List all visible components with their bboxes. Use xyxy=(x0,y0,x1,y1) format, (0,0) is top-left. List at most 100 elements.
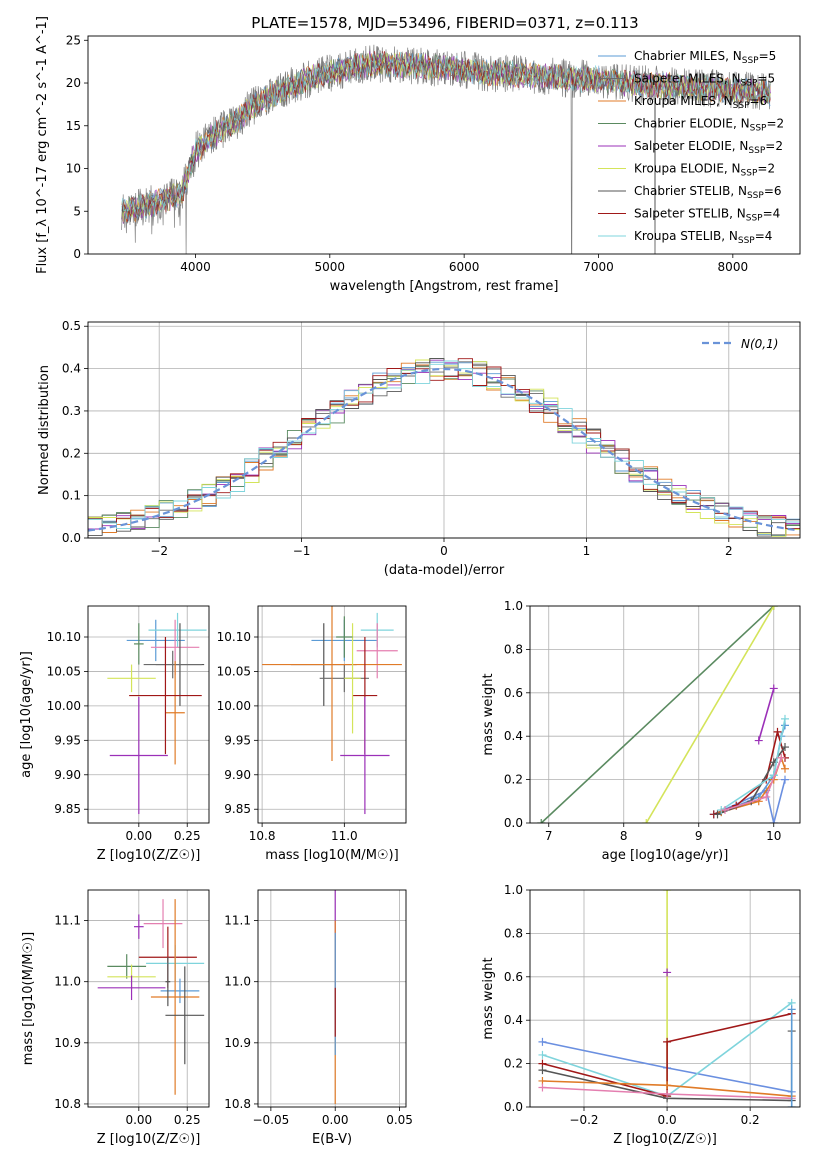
plot-area xyxy=(121,44,771,254)
x-tick-label: 0.0 xyxy=(658,1113,677,1127)
y-tick-label: 15 xyxy=(66,119,81,133)
mass-vs-ebv-panel: −0.05 0.00 0.05 10.8 10.9 11.0 11.1 E(B-V) xyxy=(224,889,413,1147)
y-tick-label: 10.8 xyxy=(54,1097,81,1111)
legend-text: Salpeter MILES, N xyxy=(634,72,741,86)
plot-area xyxy=(88,357,800,537)
axes-frame xyxy=(87,889,210,1108)
legend-label: Kroupa MILES, NSSP=6 xyxy=(634,94,767,111)
weight-point-marker xyxy=(762,792,771,801)
weight-point-marker xyxy=(773,727,782,736)
plot-area xyxy=(537,606,789,823)
weight-point-marker xyxy=(777,753,786,762)
y-tick-label: 0.4 xyxy=(504,729,523,743)
legend-suffix: =4 xyxy=(763,207,781,221)
legend-subscript: SSP xyxy=(746,214,763,224)
axes-frame xyxy=(87,605,210,824)
y-tick-label: 0.6 xyxy=(504,970,523,984)
y-tick-label: 10.00 xyxy=(47,699,81,713)
legend-text: Chabrier MILES, N xyxy=(634,49,742,63)
legend-suffix: =5 xyxy=(757,72,775,86)
legend-subscript: SSP xyxy=(750,124,767,134)
y-tick-label: 10.9 xyxy=(54,1036,81,1050)
y-tick-label: 5 xyxy=(73,204,81,218)
x-tick-label: 1 xyxy=(583,544,591,558)
weight-point-marker xyxy=(769,819,778,823)
legend-suffix: =4 xyxy=(755,229,773,243)
y-tick-label: 10.10 xyxy=(217,630,251,644)
y-tick-label: 0.4 xyxy=(504,1013,523,1027)
legend-text: Chabrier ELODIE, N xyxy=(634,117,750,131)
weight-point-marker xyxy=(781,714,789,723)
legend-label: Kroupa STELIB, NSSP=4 xyxy=(634,229,772,246)
weight-point-marker xyxy=(781,764,789,773)
legend-subscript: SSP xyxy=(741,169,758,179)
x-tick-label: 10 xyxy=(766,829,781,843)
y-tick-label: 11.0 xyxy=(54,975,81,989)
age-vs-mass-panel: 10.8 11.0 9.85 9.90 9.95 10.00 10.05 10.10 mass … xyxy=(217,605,407,863)
spectrum-panel: 4000 5000 6000 7000 8000 0 5 10 15 20 25 wavelength… xyxy=(35,16,801,294)
y-tick-label: 0.0 xyxy=(504,816,523,830)
legend-subscript: SSP xyxy=(748,146,765,156)
weight-point-marker xyxy=(663,1081,672,1090)
y-tick-label: 1.0 xyxy=(504,883,523,897)
x-axis-label: mass [log10(M/M☉)] xyxy=(265,848,398,863)
x-tick-label: 4000 xyxy=(180,260,211,274)
weight-point-marker xyxy=(713,810,722,819)
y-tick-label: 0.3 xyxy=(62,404,81,418)
y-tick-label: 10.8 xyxy=(224,1097,251,1111)
legend-suffix: =2 xyxy=(757,162,775,176)
legend-suffix: =5 xyxy=(759,49,777,63)
x-tick-label: 11.0 xyxy=(331,829,358,843)
legend-text: Kroupa STELIB, N xyxy=(634,229,738,243)
legend-label: Chabrier MILES, NSSP=5 xyxy=(634,49,776,66)
y-tick-label: 0.6 xyxy=(504,686,523,700)
y-tick-label: 10.00 xyxy=(217,699,251,713)
x-tick-label: 8 xyxy=(620,829,628,843)
y-tick-label: 0.8 xyxy=(504,926,523,940)
y-tick-label: 0.2 xyxy=(62,446,81,460)
y-tick-label: 20 xyxy=(66,76,81,90)
legend-label: Salpeter MILES, NSSP=5 xyxy=(634,72,775,89)
weight-point-marker xyxy=(663,890,672,894)
y-tick-label: 11.1 xyxy=(54,914,81,928)
weight-point-marker xyxy=(663,1037,672,1046)
y-tick-label: 11.0 xyxy=(224,975,251,989)
y-tick-label: 0.2 xyxy=(504,773,523,787)
legend-text: Salpeter STELIB, N xyxy=(634,207,746,221)
x-tick-label: 8000 xyxy=(718,260,749,274)
age-vs-metallicity-panel: 0.00 0.25 9.85 9.90 9.95 10.00 10.05 10.10 Z [lo… xyxy=(19,605,210,863)
y-tick-label: 9.95 xyxy=(54,733,81,747)
y-axis-label: mass weight xyxy=(481,673,496,755)
legend-subscript: SSP xyxy=(741,79,758,89)
x-tick-label: 10.8 xyxy=(249,829,276,843)
plot-area xyxy=(107,612,207,815)
weight-point-marker xyxy=(538,1037,547,1046)
x-axis-label: E(B-V) xyxy=(312,1132,352,1147)
y-axis-label: Flux [f_λ 10^-17 erg cm^-2 s^-1 A^-1] xyxy=(35,16,50,274)
x-tick-label: −0.05 xyxy=(252,1113,289,1127)
x-tick-label: 0.00 xyxy=(125,829,152,843)
weight-point-marker xyxy=(663,968,672,977)
weight-point-marker xyxy=(537,819,546,823)
y-axis-label: mass [log10(M/M☉)] xyxy=(21,932,36,1065)
weight-series-line xyxy=(645,606,775,823)
legend-suffix: =2 xyxy=(766,117,784,131)
weight-series-line xyxy=(758,688,775,741)
x-tick-label: 7 xyxy=(545,829,553,843)
weight-point-marker xyxy=(721,805,729,814)
gaussian-curve xyxy=(88,367,798,532)
y-axis-label: age [log10(age/yr)] xyxy=(19,651,34,778)
weight-point-marker xyxy=(538,1066,547,1075)
y-tick-label: 10 xyxy=(66,162,81,176)
weight-point-marker xyxy=(787,1005,796,1014)
weight-vs-metallicity-panel: −0.2 0.0 0.2 0.0 0.2 0.4 0.6 0.8 1.0 Z [log10(Z/Z… xyxy=(481,883,801,1147)
x-tick-label: 7000 xyxy=(583,260,614,274)
legend-suffix: =2 xyxy=(765,139,783,153)
legend-text: Kroupa MILES, N xyxy=(634,94,733,108)
x-axis-label: age [log10(age/yr)] xyxy=(602,848,729,863)
legend-text: Salpeter ELODIE, N xyxy=(634,139,748,153)
weight-series-line xyxy=(542,1012,792,1098)
y-tick-label: 0.0 xyxy=(62,531,81,545)
y-tick-label: 0.4 xyxy=(62,362,81,376)
